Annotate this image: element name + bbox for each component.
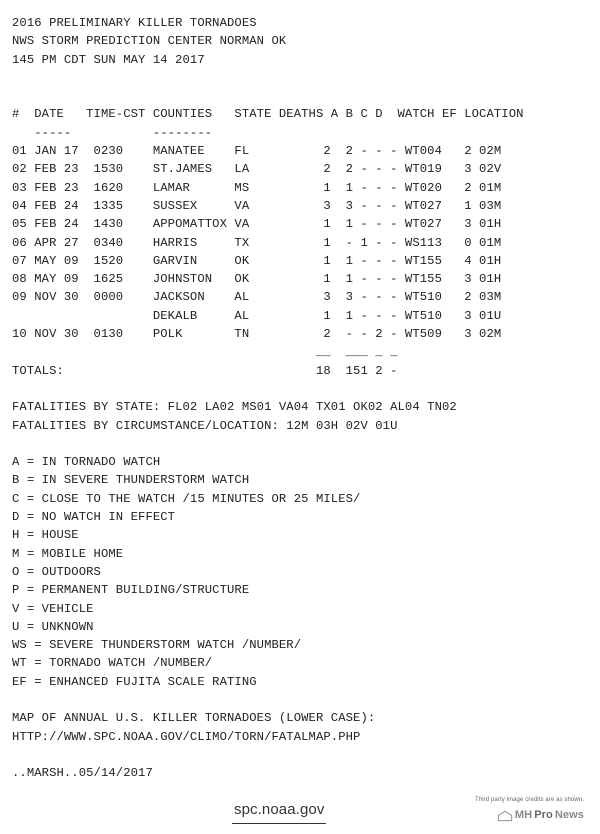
source-domain: spc.noaa.gov	[232, 799, 326, 824]
header-title: 2016 PRELIMINARY KILLER TORNADOES	[12, 16, 257, 30]
header-source: NWS STORM PREDICTION CENTER NORMAN OK	[12, 34, 286, 48]
table-header: # DATE TIME-CST COUNTIES STATE DEATHS A …	[12, 107, 524, 121]
signoff: ..MARSH..05/14/2017	[12, 766, 153, 780]
map-label: MAP OF ANNUAL U.S. KILLER TORNADOES (LOW…	[12, 711, 375, 725]
report-body: 2016 PRELIMINARY KILLER TORNADOES NWS ST…	[12, 14, 588, 782]
summary-by-state: FATALITIES BY STATE: FL02 LA02 MS01 VA04…	[12, 400, 457, 414]
table-rule: ----- --------	[12, 126, 234, 140]
footer-bar: spc.noaa.gov Third party image credits a…	[12, 796, 588, 824]
house-icon	[497, 810, 513, 822]
header-issued: 145 PM CDT SUN MAY 14 2017	[12, 53, 205, 67]
credits-block: Third party image credits are as shown. …	[475, 796, 584, 824]
legend-block: A = IN TORNADO WATCH B = IN SEVERE THUND…	[12, 455, 360, 689]
totals-rule: __ ___ _ _	[12, 345, 398, 359]
totals-row: TOTALS: 18 151 2 -	[12, 364, 398, 378]
summary-by-circ: FATALITIES BY CIRCUMSTANCE/LOCATION: 12M…	[12, 419, 398, 433]
brand-logo: MHProNews	[497, 807, 584, 824]
credit-line: Third party image credits are as shown.	[475, 796, 584, 805]
table-rows: 01 JAN 17 0230 MANATEE FL 2 2 - - - WT00…	[12, 144, 501, 341]
map-url: HTTP://WWW.SPC.NOAA.GOV/CLIMO/TORN/FATAL…	[12, 730, 360, 744]
